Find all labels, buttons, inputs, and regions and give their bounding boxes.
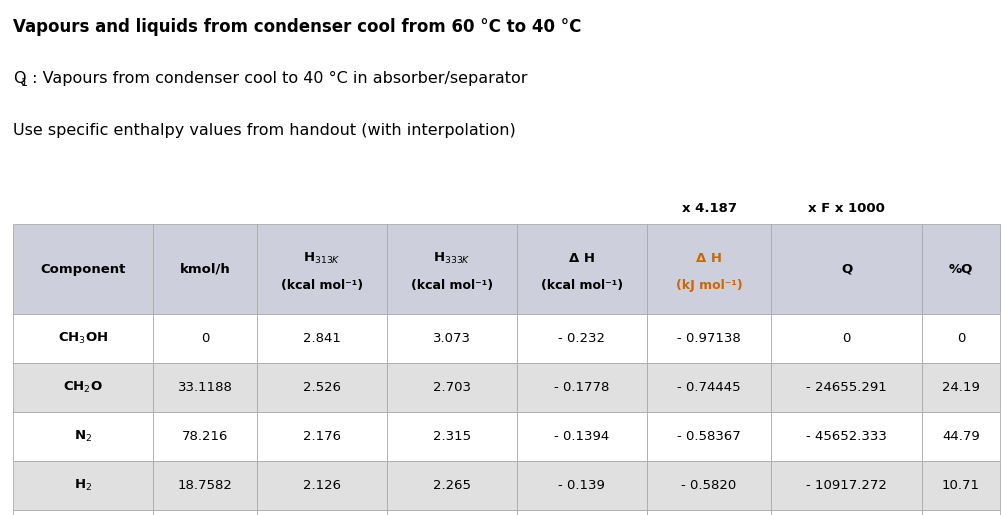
Bar bbox=[771, 461, 921, 510]
Text: 10.71: 10.71 bbox=[941, 479, 979, 492]
Text: kmol/h: kmol/h bbox=[179, 263, 230, 276]
Bar bbox=[257, 363, 387, 412]
Bar bbox=[257, 314, 387, 363]
Text: - 0.58367: - 0.58367 bbox=[676, 430, 740, 443]
Text: 2.703: 2.703 bbox=[433, 381, 471, 394]
Bar bbox=[13, 314, 153, 363]
Text: (kcal mol⁻¹): (kcal mol⁻¹) bbox=[411, 279, 493, 292]
Bar bbox=[13, 412, 153, 461]
Bar bbox=[921, 510, 999, 515]
Bar bbox=[516, 510, 646, 515]
Text: x 4.187: x 4.187 bbox=[681, 202, 735, 215]
Text: - 0.5820: - 0.5820 bbox=[680, 479, 736, 492]
Bar bbox=[646, 461, 771, 510]
Text: - 0.139: - 0.139 bbox=[558, 479, 604, 492]
Text: 78.216: 78.216 bbox=[182, 430, 228, 443]
Bar bbox=[646, 224, 771, 314]
Bar bbox=[153, 412, 257, 461]
Bar bbox=[257, 510, 387, 515]
Bar bbox=[153, 224, 257, 314]
Text: 44.79: 44.79 bbox=[941, 430, 979, 443]
Text: 2.315: 2.315 bbox=[433, 430, 471, 443]
Bar bbox=[516, 412, 646, 461]
Bar bbox=[387, 461, 516, 510]
Bar bbox=[387, 363, 516, 412]
Text: H$_2$: H$_2$ bbox=[74, 478, 92, 493]
Text: Use specific enthalpy values from handout (with interpolation): Use specific enthalpy values from handou… bbox=[13, 123, 515, 138]
Text: CH$_2$O: CH$_2$O bbox=[63, 380, 103, 395]
Text: (kcal mol⁻¹): (kcal mol⁻¹) bbox=[540, 279, 622, 292]
Bar bbox=[921, 461, 999, 510]
Text: - 10917.272: - 10917.272 bbox=[806, 479, 887, 492]
Text: 2.265: 2.265 bbox=[433, 479, 471, 492]
Text: Δ H: Δ H bbox=[695, 252, 721, 265]
Bar bbox=[646, 314, 771, 363]
Text: - 24655.291: - 24655.291 bbox=[806, 381, 886, 394]
Text: - 0.1394: - 0.1394 bbox=[554, 430, 609, 443]
Bar bbox=[771, 363, 921, 412]
Bar bbox=[13, 510, 153, 515]
Text: - 0.1778: - 0.1778 bbox=[553, 381, 609, 394]
Bar bbox=[13, 363, 153, 412]
Text: - 45652.333: - 45652.333 bbox=[806, 430, 887, 443]
Bar bbox=[921, 314, 999, 363]
Bar bbox=[387, 510, 516, 515]
Bar bbox=[387, 314, 516, 363]
Bar bbox=[153, 314, 257, 363]
Bar bbox=[257, 461, 387, 510]
Text: 2.526: 2.526 bbox=[303, 381, 341, 394]
Bar bbox=[387, 412, 516, 461]
Bar bbox=[13, 461, 153, 510]
Bar bbox=[646, 412, 771, 461]
Bar bbox=[516, 461, 646, 510]
Text: 2.841: 2.841 bbox=[303, 332, 341, 345]
Text: 0: 0 bbox=[200, 332, 209, 345]
Text: Q: Q bbox=[841, 263, 852, 276]
Bar bbox=[771, 510, 921, 515]
Text: Component: Component bbox=[40, 263, 125, 276]
Bar bbox=[153, 461, 257, 510]
Bar bbox=[387, 224, 516, 314]
Bar bbox=[257, 224, 387, 314]
Text: N$_2$: N$_2$ bbox=[74, 429, 92, 444]
Text: 33.1188: 33.1188 bbox=[177, 381, 232, 394]
Bar bbox=[921, 224, 999, 314]
Text: 0: 0 bbox=[842, 332, 850, 345]
Text: : Vapours from condenser cool to 40 °C in absorber/separator: : Vapours from condenser cool to 40 °C i… bbox=[27, 71, 527, 86]
Text: 24.19: 24.19 bbox=[941, 381, 979, 394]
Text: H$_{333K}$: H$_{333K}$ bbox=[433, 251, 470, 266]
Text: - 0.97138: - 0.97138 bbox=[676, 332, 740, 345]
Text: - 0.232: - 0.232 bbox=[558, 332, 605, 345]
Bar bbox=[153, 363, 257, 412]
Text: 18.7582: 18.7582 bbox=[177, 479, 232, 492]
Text: 3.073: 3.073 bbox=[433, 332, 471, 345]
Bar bbox=[153, 510, 257, 515]
Text: x F x 1000: x F x 1000 bbox=[808, 202, 885, 215]
Text: (kcal mol⁻¹): (kcal mol⁻¹) bbox=[281, 279, 363, 292]
Text: (kJ mol⁻¹): (kJ mol⁻¹) bbox=[675, 279, 741, 292]
Bar bbox=[516, 224, 646, 314]
Bar bbox=[257, 412, 387, 461]
Bar bbox=[516, 363, 646, 412]
Text: Δ H: Δ H bbox=[568, 252, 594, 265]
Text: Vapours and liquids from condenser cool from 60 °C to 40 °C: Vapours and liquids from condenser cool … bbox=[13, 18, 581, 36]
Text: H$_{313K}$: H$_{313K}$ bbox=[303, 251, 341, 266]
Bar bbox=[646, 363, 771, 412]
Bar bbox=[921, 363, 999, 412]
Bar bbox=[771, 224, 921, 314]
Bar bbox=[771, 314, 921, 363]
Text: %Q: %Q bbox=[948, 263, 972, 276]
Text: - 0.74445: - 0.74445 bbox=[676, 381, 740, 394]
Text: Q: Q bbox=[13, 71, 25, 86]
Text: 2.126: 2.126 bbox=[303, 479, 341, 492]
Text: 2.176: 2.176 bbox=[303, 430, 341, 443]
Text: 0: 0 bbox=[956, 332, 964, 345]
Text: CH$_3$OH: CH$_3$OH bbox=[58, 331, 108, 346]
Bar bbox=[13, 224, 153, 314]
Text: 1: 1 bbox=[21, 78, 28, 88]
Bar bbox=[516, 314, 646, 363]
Bar bbox=[771, 412, 921, 461]
Bar bbox=[646, 510, 771, 515]
Bar bbox=[921, 412, 999, 461]
